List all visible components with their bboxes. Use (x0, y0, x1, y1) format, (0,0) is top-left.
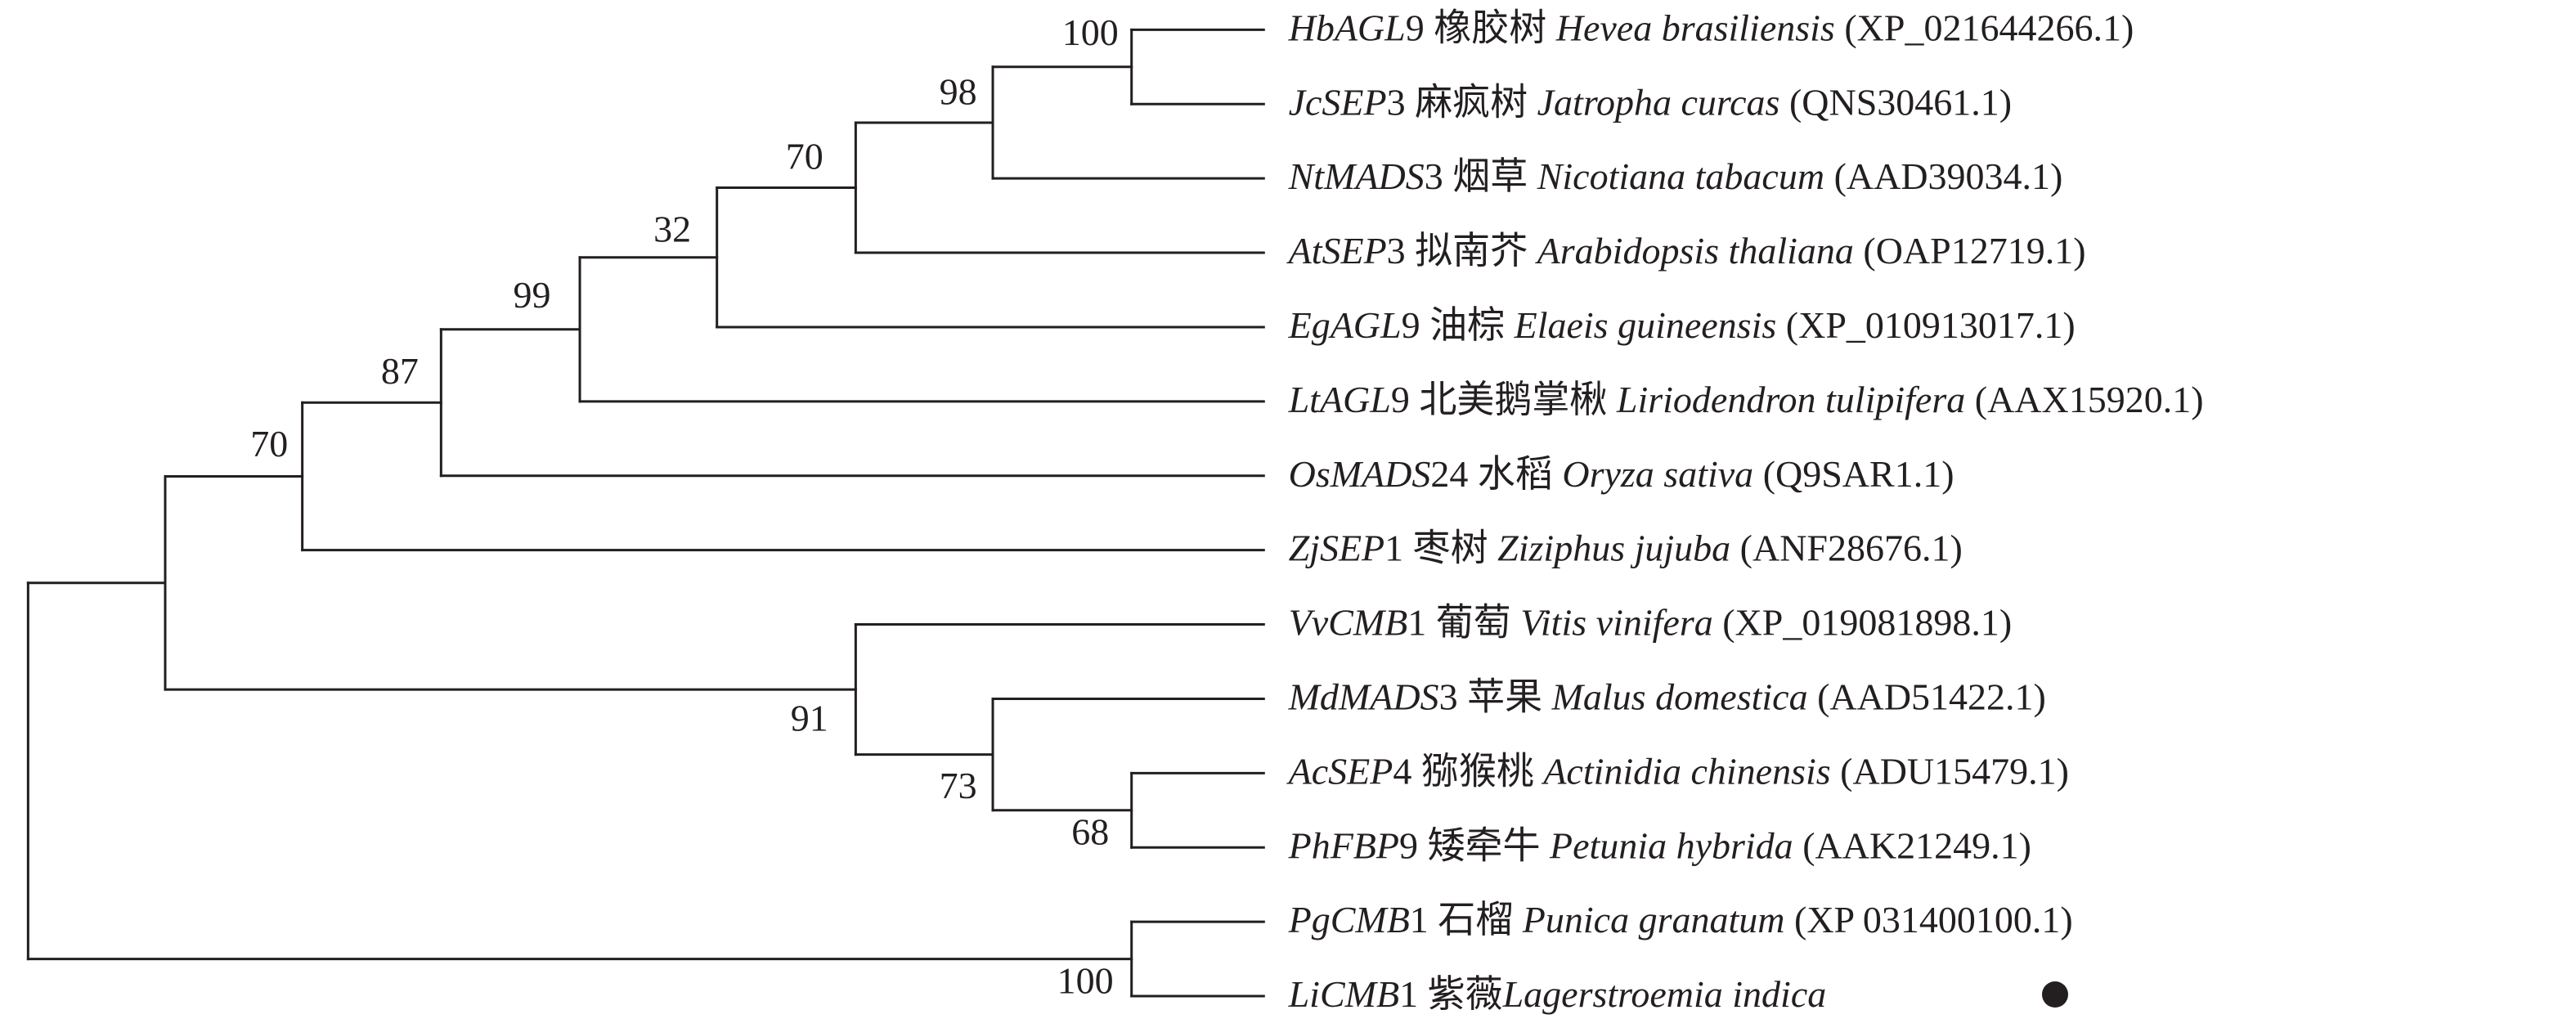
gene: PhFBP (1288, 824, 1399, 866)
species: Elaeis guineensis (1514, 304, 1777, 346)
number: 3 (1387, 81, 1406, 123)
accession: (Q9SAR1.1) (1763, 452, 1954, 494)
leaf-label: PgCMB1 石榴 Punica granatum (XP 031400100.… (1288, 899, 2073, 940)
gene: ZjSEP (1289, 527, 1385, 568)
leaf-label: PhFBP9 矮牵牛 Petunia hybrida (AAK21249.1) (1288, 824, 2031, 866)
species: Malus domestica (1551, 676, 1808, 717)
common-name: 烟草 (1452, 155, 1528, 197)
species: Actinidia chinensis (1541, 750, 1830, 792)
species: Punica granatum (1522, 899, 1785, 940)
number: 3 (1387, 230, 1406, 272)
bootstrap-value: 87 (381, 350, 419, 392)
common-name: 拟南芥 (1415, 230, 1528, 272)
common-name: 水稻 (1478, 452, 1553, 494)
common-name: 苹果 (1467, 676, 1542, 717)
species: Jatropha curcas (1537, 81, 1780, 123)
bootstrap-value: 99 (513, 274, 550, 316)
bootstrap-value: 73 (940, 765, 977, 806)
bootstrap-value: 91 (791, 697, 828, 738)
common-name: 枣树 (1413, 527, 1488, 568)
gene: JcSEP (1289, 81, 1387, 123)
number: 9 (1391, 378, 1410, 420)
leaf-label: OsMADS24 水稻 Oryza sativa (Q9SAR1.1) (1289, 452, 1954, 494)
leaf-label: LtAGL9 北美鹅掌楸 Liriodendron tulipifera (AA… (1288, 378, 2204, 420)
highlight-dot (2042, 981, 2068, 1008)
leaf-label: NtMADS3 烟草 Nicotiana tabacum (AAD39034.1… (1288, 155, 2063, 197)
species: Vitis vinifera (1520, 601, 1713, 643)
gene: LtAGL (1288, 378, 1391, 420)
accession: (AAD51422.1) (1817, 676, 2046, 717)
bootstrap-value: 70 (786, 136, 824, 177)
leaf-label: ZjSEP1 枣树 Ziziphus jujuba (ANF28676.1) (1289, 527, 1963, 568)
bootstrap-value: 100 (1057, 959, 1114, 1001)
number: 1 (1410, 899, 1429, 940)
bootstrap-value: 100 (1062, 11, 1119, 53)
accession: (AAK21249.1) (1802, 824, 2031, 866)
accession: (ANF28676.1) (1740, 527, 1963, 568)
species: Petunia hybrida (1549, 824, 1793, 866)
number: 3 (1425, 155, 1443, 197)
bootstrap-value: 68 (1071, 811, 1109, 853)
common-name: 猕猴桃 (1421, 750, 1534, 792)
species: Arabidopsis thaliana (1535, 230, 1854, 272)
number: 9 (1399, 824, 1418, 866)
species: Hevea brasiliensis (1555, 7, 1835, 48)
accession: (OAP12719.1) (1863, 230, 2085, 272)
species: Liriodendron tulipifera (1616, 378, 1965, 420)
bootstrap-value: 32 (653, 208, 691, 249)
number: 3 (1439, 676, 1458, 717)
number: 1 (1407, 601, 1426, 643)
leaf-label: VvCMB1 葡萄 Vitis vinifera (XP_019081898.1… (1289, 601, 2013, 643)
accession: (AAX15920.1) (1975, 378, 2204, 420)
leaf-label: AtSEP3 拟南芥 Arabidopsis thaliana (OAP1271… (1286, 230, 2086, 272)
accession: (XP_010913017.1) (1786, 304, 2076, 346)
number: 4 (1393, 750, 1411, 792)
accession: (XP_021644266.1) (1844, 7, 2134, 48)
bootstrap-value: 98 (940, 71, 977, 113)
gene: NtMADS (1288, 155, 1425, 197)
leaf-label: AcSEP4 猕猴桃 Actinidia chinensis (ADU15479… (1286, 750, 2069, 792)
leaf-label: MdMADS3 苹果 Malus domestica (AAD51422.1) (1288, 676, 2046, 717)
accession: (QNS30461.1) (1789, 81, 2012, 123)
species: Lagerstroemia indica (1502, 973, 1827, 1015)
common-name: 橡胶树 (1434, 7, 1546, 48)
common-name: 矮牵牛 (1428, 824, 1541, 866)
common-name: 油棕 (1429, 304, 1505, 346)
leaf-label: EgAGL9 油棕 Elaeis guineensis (XP_01091301… (1288, 304, 2076, 346)
number: 1 (1399, 973, 1418, 1015)
leaf-label: JcSEP3 麻疯树 Jatropha curcas (QNS30461.1) (1289, 81, 2013, 123)
common-name: 北美鹅掌楸 (1419, 378, 1607, 420)
common-name: 紫薇 (1428, 973, 1503, 1015)
species: Nicotiana tabacum (1537, 155, 1824, 197)
common-name: 葡萄 (1436, 601, 1511, 643)
gene: OsMADS (1289, 452, 1431, 494)
leaf-label: LiCMB1 紫薇Lagerstroemia indica (1288, 973, 1827, 1015)
number: 9 (1406, 7, 1425, 48)
accession: (XP_019081898.1) (1722, 601, 2012, 643)
species: Ziziphus jujuba (1497, 527, 1730, 568)
gene: VvCMB (1289, 601, 1408, 643)
gene: EgAGL (1288, 304, 1402, 346)
gene: MdMADS (1288, 676, 1439, 717)
number: 1 (1384, 527, 1403, 568)
bootstrap-value: 70 (250, 423, 288, 465)
accession: (XP 031400100.1) (1794, 899, 2073, 940)
common-name: 石榴 (1438, 899, 1513, 940)
gene: AcSEP (1286, 750, 1393, 792)
number: 9 (1402, 304, 1420, 346)
species: Oryza sativa (1562, 452, 1753, 494)
gene: AtSEP (1286, 230, 1387, 272)
gene: PgCMB (1288, 899, 1410, 940)
accession: (AAD39034.1) (1834, 155, 2063, 197)
leaf-label: HbAGL9 橡胶树 Hevea brasiliensis (XP_021644… (1288, 7, 2134, 48)
common-name: 麻疯树 (1415, 81, 1528, 123)
number: 24 (1430, 452, 1468, 494)
gene: HbAGL (1288, 7, 1406, 48)
accession: (ADU15479.1) (1840, 750, 2069, 792)
gene: LiCMB (1288, 973, 1399, 1015)
